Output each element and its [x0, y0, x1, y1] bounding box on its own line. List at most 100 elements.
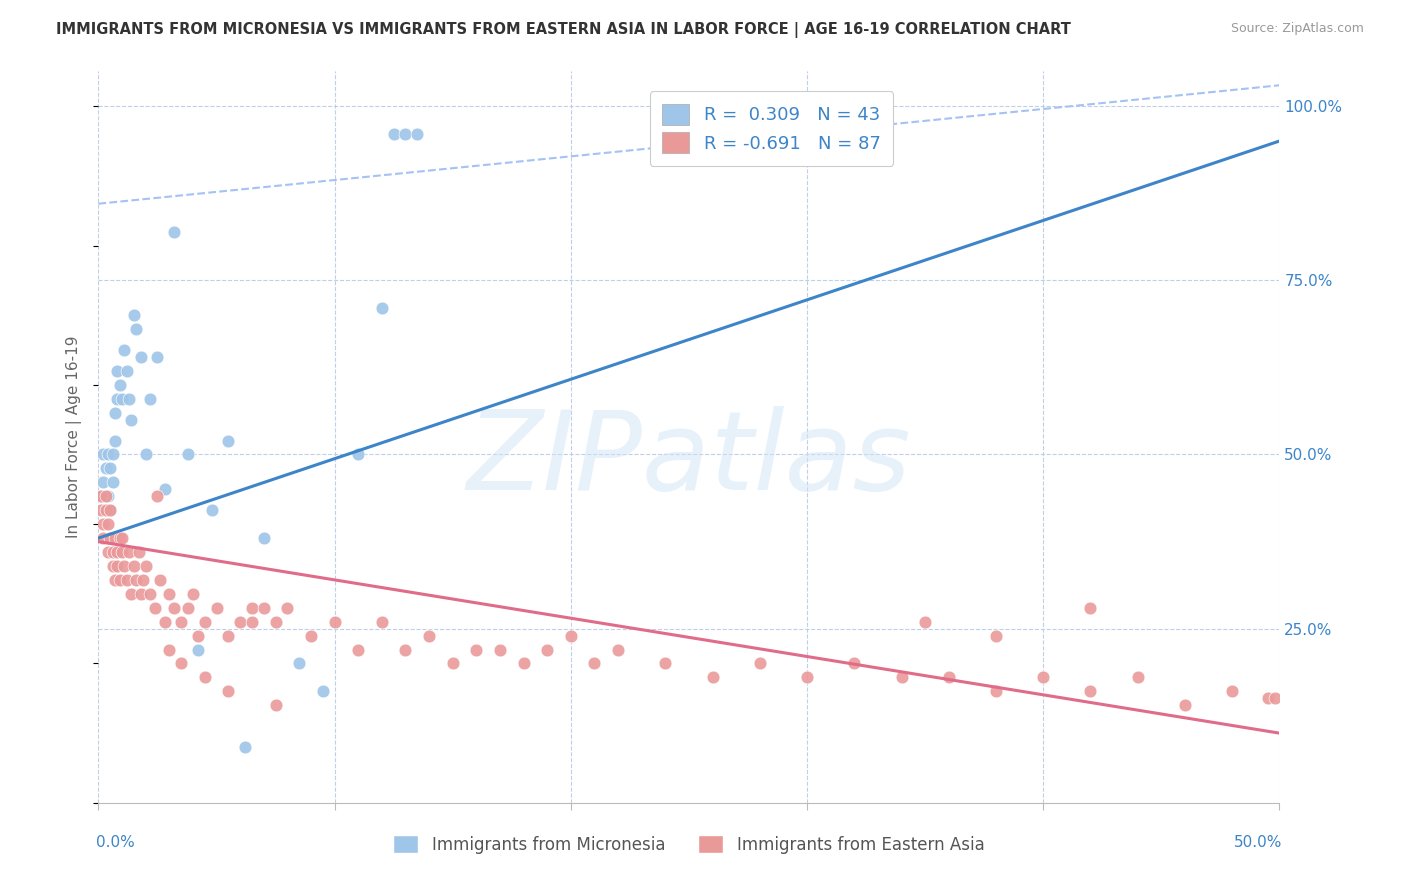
Point [984, 684, 1007, 698]
Point [90, 489, 112, 503]
Point [1080, 600, 1102, 615]
Point [104, 531, 127, 545]
Point [139, 587, 162, 601]
Point [153, 483, 176, 497]
Point [371, 301, 394, 316]
Point [654, 657, 676, 671]
Point [170, 657, 193, 671]
Point [129, 350, 152, 364]
Point [583, 657, 606, 671]
Point [132, 573, 155, 587]
Point [217, 434, 239, 448]
Point [101, 545, 124, 559]
Point [253, 531, 276, 545]
Point [121, 412, 143, 426]
Point [135, 448, 157, 462]
Point [97, 517, 120, 532]
Point [105, 392, 128, 406]
Text: ZIPatlas: ZIPatlas [467, 406, 911, 513]
Point [489, 642, 512, 657]
Point [90, 503, 112, 517]
Point [1032, 670, 1054, 684]
Point [105, 558, 128, 573]
Point [1220, 684, 1243, 698]
Point [125, 322, 148, 336]
Point [94, 503, 117, 517]
Text: IMMIGRANTS FROM MICRONESIA VS IMMIGRANTS FROM EASTERN ASIA IN LABOR FORCE | AGE : IMMIGRANTS FROM MICRONESIA VS IMMIGRANTS… [56, 22, 1071, 38]
Point [796, 670, 818, 684]
Point [128, 545, 150, 559]
Point [129, 587, 152, 601]
Point [163, 225, 186, 239]
Point [104, 406, 127, 420]
Point [146, 350, 169, 364]
Text: 0.0%: 0.0% [96, 835, 135, 850]
Point [98, 503, 121, 517]
Point [91, 517, 114, 532]
Point [323, 615, 346, 629]
Point [748, 657, 770, 671]
Point [94, 461, 117, 475]
Point [394, 127, 416, 141]
Point [112, 558, 135, 573]
Point [512, 657, 534, 671]
Point [181, 587, 204, 601]
Point [170, 615, 193, 629]
Point [146, 489, 169, 503]
Point [111, 531, 134, 545]
Text: 50.0%: 50.0% [1233, 835, 1282, 850]
Point [90, 489, 112, 503]
Point [187, 642, 209, 657]
Point [94, 503, 117, 517]
Point [264, 698, 287, 713]
Point [217, 629, 239, 643]
Point [194, 615, 217, 629]
Point [1257, 691, 1279, 706]
Point [98, 503, 121, 517]
Point [94, 489, 117, 503]
Legend: Immigrants from Micronesia, Immigrants from Eastern Asia: Immigrants from Micronesia, Immigrants f… [387, 829, 991, 860]
Point [276, 600, 298, 615]
Point [115, 364, 138, 378]
Point [233, 740, 256, 755]
Point [382, 127, 405, 141]
Point [288, 657, 311, 671]
Point [217, 684, 239, 698]
Point [135, 558, 157, 573]
Point [101, 558, 124, 573]
Point [406, 127, 429, 141]
Point [91, 531, 114, 545]
Point [194, 670, 217, 684]
Point [1080, 684, 1102, 698]
Point [104, 573, 127, 587]
Point [984, 629, 1007, 643]
Point [122, 558, 145, 573]
Point [1264, 691, 1286, 706]
Point [465, 642, 488, 657]
Point [98, 531, 121, 545]
Point [187, 629, 209, 643]
Point [125, 573, 148, 587]
Point [177, 600, 200, 615]
Point [536, 642, 558, 657]
Point [108, 531, 131, 545]
Point [121, 587, 143, 601]
Point [299, 629, 322, 643]
Point [240, 615, 263, 629]
Point [153, 615, 176, 629]
Point [205, 600, 228, 615]
Point [111, 392, 134, 406]
Point [347, 642, 370, 657]
Point [104, 434, 127, 448]
Point [702, 670, 724, 684]
Point [122, 308, 145, 322]
Point [914, 615, 936, 629]
Point [105, 364, 128, 378]
Point [111, 545, 134, 559]
Point [938, 670, 960, 684]
Point [163, 600, 186, 615]
Point [702, 127, 724, 141]
Point [157, 642, 180, 657]
Point [143, 600, 166, 615]
Point [394, 642, 416, 657]
